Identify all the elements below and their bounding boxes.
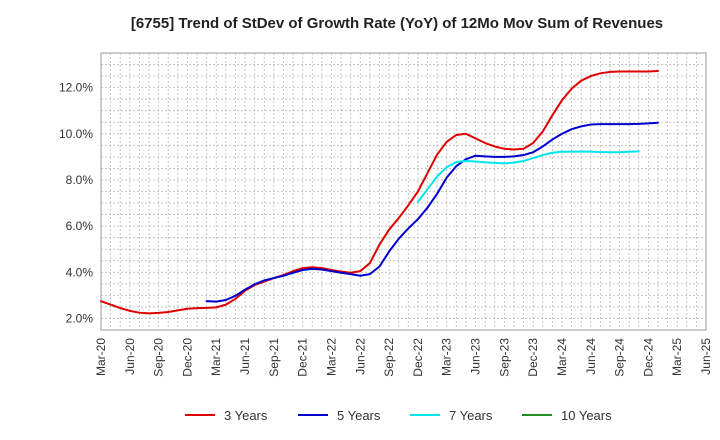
x-tick-label: Sep-22 — [382, 338, 396, 377]
x-tick-label: Sep-23 — [497, 338, 511, 377]
grid — [101, 53, 706, 330]
series-line-3-years — [100, 70, 659, 315]
x-tick-label: Dec-22 — [411, 338, 425, 377]
x-tick-label: Mar-20 — [94, 338, 108, 376]
x-tick-label: Jun-22 — [353, 338, 367, 375]
legend-label-5-years: 5 Years — [337, 408, 381, 423]
x-tick-label: Jun-25 — [699, 338, 713, 375]
y-axis-ticks: 2.0% 4.0% 6.0% 8.0% 10.0% 12.0% — [59, 81, 93, 326]
x-tick-label: Dec-21 — [296, 338, 310, 377]
x-tick-label: Sep-24 — [613, 338, 627, 377]
chart-title: [6755] Trend of StDev of Growth Rate (Yo… — [131, 15, 663, 32]
x-tick-label: Jun-21 — [238, 338, 252, 375]
y-tick-label: 2.0% — [66, 311, 94, 325]
x-tick-label: Mar-22 — [324, 338, 338, 376]
x-tick-label: Dec-23 — [526, 338, 540, 377]
legend-label-7-years: 7 Years — [449, 408, 493, 423]
y-tick-label: 10.0% — [59, 127, 93, 141]
legend: 3 Years 5 Years 7 Years 10 Years — [185, 408, 612, 423]
x-tick-label: Mar-25 — [670, 338, 684, 376]
plot-area — [100, 52, 707, 331]
x-tick-label: Jun-20 — [123, 338, 137, 375]
x-tick-label: Jun-24 — [584, 338, 598, 375]
x-tick-label: Mar-24 — [555, 338, 569, 376]
y-tick-label: 12.0% — [59, 81, 93, 95]
legend-label-3-years: 3 Years — [224, 408, 268, 423]
x-tick-label: Dec-24 — [641, 338, 655, 377]
series-line-5-years — [205, 121, 659, 303]
x-tick-label: Dec-20 — [180, 338, 194, 377]
series-lines — [100, 70, 659, 315]
x-axis-ticks: Mar-20 Jun-20 Sep-20 Dec-20 Mar-21 Jun-21 Sep-… — [94, 338, 713, 377]
x-tick-label: Sep-21 — [267, 338, 281, 377]
x-tick-label: Mar-23 — [440, 338, 454, 376]
x-tick-label: Jun-23 — [469, 338, 483, 375]
x-tick-label: Sep-20 — [152, 338, 166, 377]
legend-label-10-years: 10 Years — [561, 408, 612, 423]
series-line-7-years — [416, 150, 640, 203]
x-tick-label: Mar-21 — [209, 338, 223, 376]
y-tick-label: 4.0% — [66, 265, 94, 279]
y-tick-label: 8.0% — [66, 173, 94, 187]
y-tick-label: 6.0% — [66, 219, 94, 233]
